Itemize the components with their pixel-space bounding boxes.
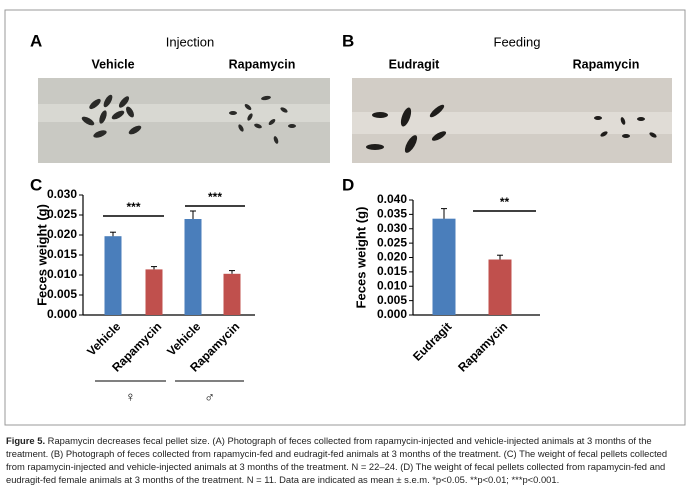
photo-label: Rapamycin <box>229 57 296 71</box>
panel-letter: D <box>342 175 354 194</box>
y-tick-label: 0.015 <box>377 264 407 278</box>
y-tick-label: 0.005 <box>47 287 77 301</box>
y-axis-label: Feces weight (g) <box>353 207 368 309</box>
x-tick-label: Vehicle <box>84 319 123 358</box>
photo-label: Vehicle <box>91 57 134 71</box>
y-tick-label: 0.030 <box>47 187 77 201</box>
figure-frame <box>4 9 686 426</box>
caption-text: Rapamycin decreases fecal pellet size. (… <box>6 435 668 485</box>
significance-label: *** <box>126 200 140 214</box>
y-tick-label: 0.025 <box>377 235 407 249</box>
y-tick-label: 0.010 <box>47 267 77 281</box>
panel-letter: B <box>342 31 354 50</box>
bar <box>488 259 512 315</box>
significance-label: ** <box>500 195 510 209</box>
photo <box>38 78 330 163</box>
y-tick-label: 0.015 <box>47 247 77 261</box>
x-tick-label: Rapamycin <box>455 319 510 374</box>
bar <box>104 236 122 315</box>
significance-label: *** <box>208 190 222 204</box>
figure: A Injection Vehicle Rapamycin B Feeding … <box>4 9 686 426</box>
group-label: ♂ <box>204 389 215 405</box>
y-tick-label: 0.035 <box>377 207 407 221</box>
x-tick-label: Eudragit <box>410 319 454 363</box>
y-axis-label: Feces weight (g) <box>34 204 49 306</box>
photo-label: Eudragit <box>389 57 441 71</box>
y-tick-label: 0.040 <box>377 192 407 206</box>
y-tick-label: 0.000 <box>377 307 407 321</box>
bar <box>432 218 456 315</box>
panel-letter: C <box>30 175 42 194</box>
bar <box>223 273 241 315</box>
y-tick-label: 0.020 <box>47 227 77 241</box>
bar <box>145 269 163 315</box>
panel-letter: A <box>30 31 42 50</box>
photo-label: Rapamycin <box>573 57 640 71</box>
caption-label: Figure 5. <box>6 435 46 446</box>
group-label: ♀ <box>125 389 136 405</box>
photo <box>352 78 672 163</box>
x-tick-label: Vehicle <box>164 319 203 358</box>
y-tick-label: 0.030 <box>377 221 407 235</box>
y-tick-label: 0.020 <box>377 250 407 264</box>
bar <box>184 219 202 315</box>
y-tick-label: 0.025 <box>47 207 77 221</box>
caption: Figure 5. Rapamycin decreases fecal pell… <box>6 434 688 486</box>
y-tick-label: 0.010 <box>377 278 407 292</box>
y-tick-label: 0.005 <box>377 293 407 307</box>
panel-heading: Injection <box>166 34 214 49</box>
panel-heading: Feeding <box>494 34 541 49</box>
y-tick-label: 0.000 <box>47 307 77 321</box>
